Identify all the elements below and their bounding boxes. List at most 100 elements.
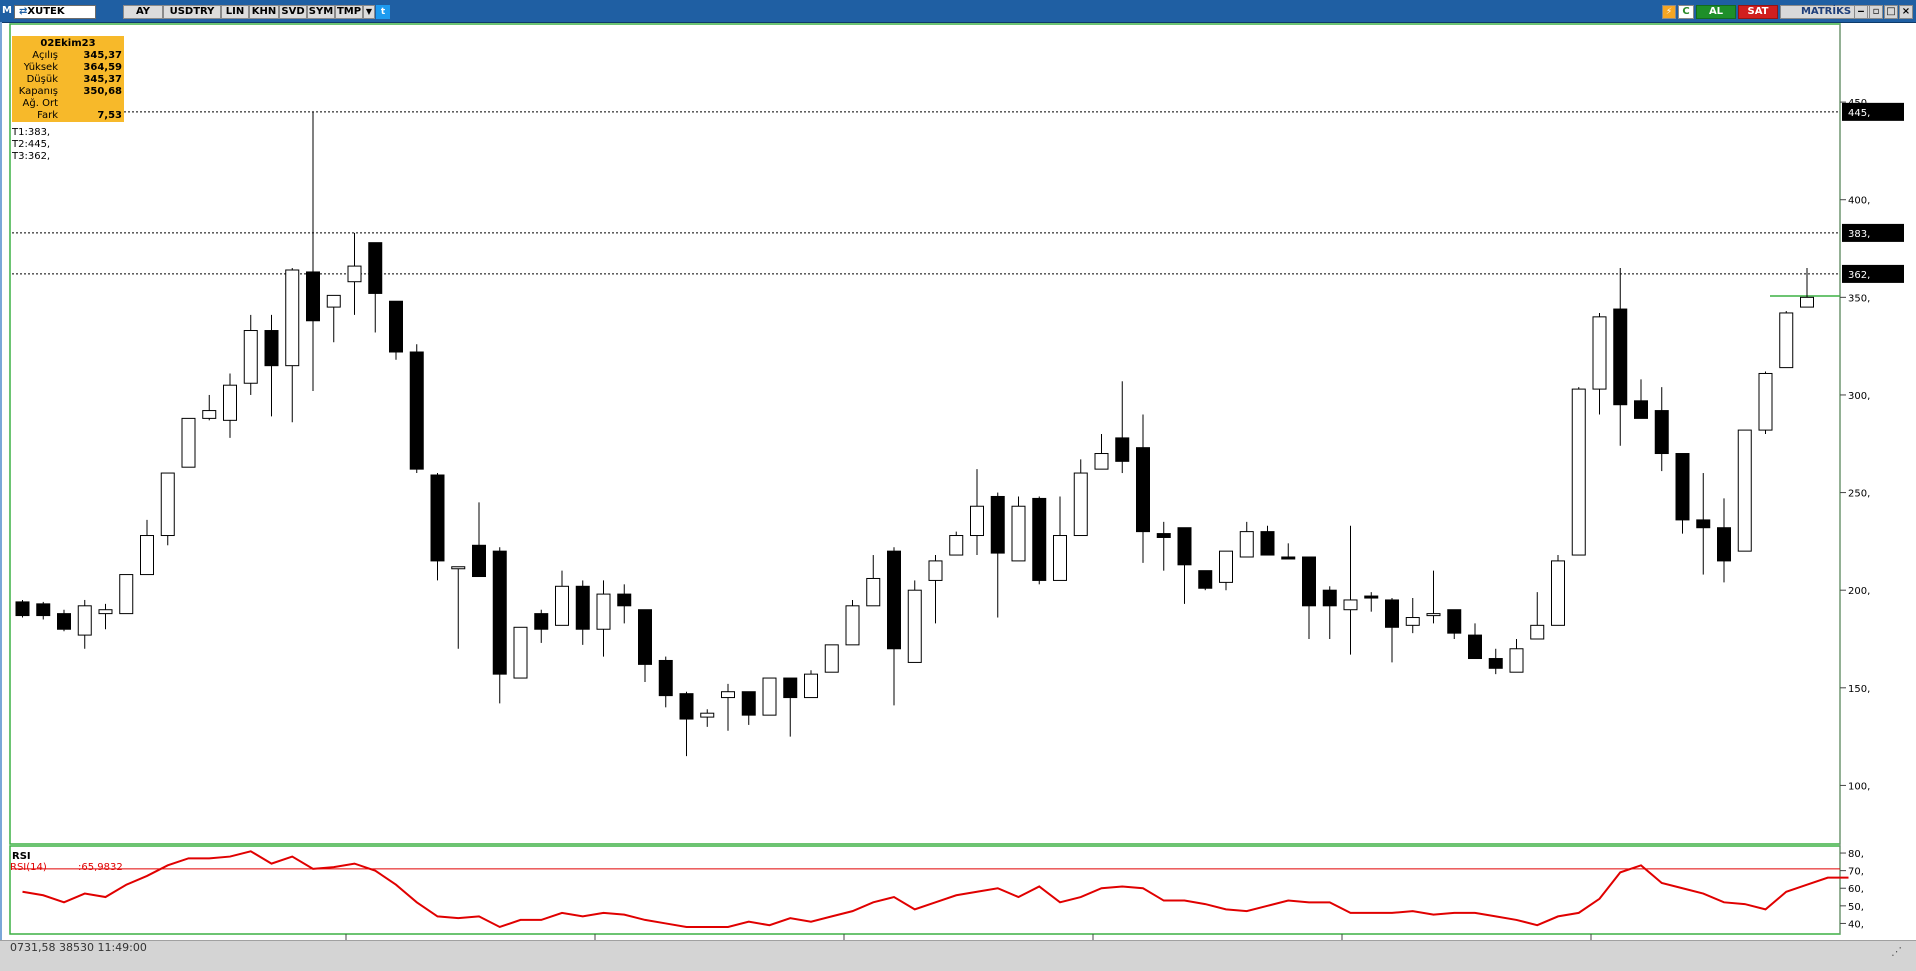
candle-up: [513, 626, 528, 679]
rsi-grid: [12, 850, 1849, 929]
dropdown-chevron-icon[interactable]: ▼: [363, 5, 375, 19]
candle-down: [430, 474, 445, 562]
twitter-icon[interactable]: t: [376, 5, 390, 19]
target-2-label: T2:445,: [11, 139, 50, 150]
candle-up: [845, 605, 860, 646]
info-low-value: 345,37: [83, 74, 122, 85]
status-bar: 0731,58 38530 11:49:00 ⋰: [0, 940, 1916, 971]
c-button[interactable]: C: [1678, 5, 1694, 19]
rsi-line: [22, 850, 1849, 929]
level-price-tag-label: 362,: [1848, 270, 1870, 281]
candle-up: [347, 265, 362, 283]
candle-up: [202, 410, 217, 419]
candle-down: [1488, 658, 1503, 669]
candle-down: [1322, 589, 1337, 607]
candle-up: [804, 673, 818, 699]
candle-down: [741, 691, 756, 716]
candle-up: [1551, 560, 1565, 626]
candle-up: [949, 535, 964, 556]
level-price-tag: [1842, 102, 1904, 121]
rsi-axis: 40, 50, 60, 70, 80,: [1840, 849, 1864, 930]
candle-down: [368, 242, 383, 294]
info-open-value: 345,37: [83, 50, 122, 61]
candle-down: [389, 300, 403, 353]
candle-down: [1654, 410, 1669, 455]
buy-button[interactable]: AL: [1696, 5, 1736, 19]
candle-down: [1260, 531, 1275, 556]
khn-button[interactable]: KHN: [249, 5, 279, 19]
candle-up: [285, 269, 300, 367]
price-tick-label: 200,: [1848, 586, 1870, 597]
candle-down: [1613, 308, 1628, 406]
candle-up: [1405, 617, 1420, 626]
rsi-tick-label: 70,: [1848, 867, 1864, 878]
sym-button[interactable]: SYM: [307, 5, 335, 19]
scale-button[interactable]: LIN: [221, 5, 249, 19]
info-close-label: Kapanış: [19, 86, 58, 97]
candle-up: [1779, 312, 1794, 369]
candle-up: [1094, 453, 1109, 470]
candle-up: [1800, 296, 1814, 308]
lightning-icon[interactable]: ⚡: [1662, 5, 1676, 19]
candle-down: [1302, 556, 1316, 607]
candle-up: [866, 577, 881, 607]
close-icon[interactable]: ×: [1899, 5, 1913, 19]
candle-up: [1239, 531, 1254, 558]
candle-up: [1530, 624, 1545, 640]
candle-up: [119, 574, 134, 615]
candle-down: [658, 659, 673, 697]
candle-down: [1717, 527, 1731, 562]
candle-up: [762, 677, 777, 716]
candle-down: [575, 585, 590, 630]
candle-up: [596, 593, 611, 630]
rsi-tick-label: 40,: [1848, 919, 1864, 930]
candle-up: [1011, 505, 1026, 562]
level-price-tag-label: 383,: [1848, 229, 1870, 240]
candle-up: [140, 535, 154, 576]
candle-up: [1219, 550, 1233, 583]
sell-button[interactable]: SAT: [1738, 5, 1778, 19]
svd-button[interactable]: SVD: [279, 5, 307, 19]
candle-down: [534, 613, 549, 630]
currency-button[interactable]: USDTRY: [163, 5, 221, 19]
info-diff-value: 7,53: [97, 110, 122, 121]
maximize-icon[interactable]: □: [1884, 5, 1898, 19]
rsi-title: RSI: [12, 851, 31, 862]
level-price-tag-label: 445,: [1848, 108, 1870, 119]
candle-down: [1634, 400, 1648, 419]
info-close-value: 350,68: [83, 86, 122, 97]
candle-up: [1343, 599, 1358, 611]
candle-down: [638, 609, 652, 665]
minimize-icon[interactable]: ‒: [1854, 5, 1868, 19]
restore-icon[interactable]: ▫: [1869, 5, 1883, 19]
candle-down: [1364, 595, 1379, 599]
candle-up: [1053, 535, 1067, 581]
level-price-tag: [1842, 223, 1904, 242]
candle-down: [1115, 437, 1130, 462]
candle-up: [1073, 472, 1088, 537]
candle-down: [1136, 447, 1150, 533]
symbol-field[interactable]: ⇄XUTEK: [14, 5, 96, 19]
menu-button[interactable]: M: [1, 5, 13, 19]
candle-up: [326, 294, 341, 308]
candle-up: [1737, 429, 1752, 552]
candle-down: [617, 593, 632, 607]
candle-up: [555, 585, 569, 626]
resize-grip-icon[interactable]: ⋰: [1891, 945, 1902, 958]
price-tick-label: 100,: [1848, 781, 1870, 792]
info-date: 02Ekim23: [40, 38, 95, 49]
candle-up: [160, 472, 175, 537]
candle-down: [990, 495, 1005, 554]
candle-down: [1198, 570, 1213, 589]
price-panel: [9, 23, 1841, 845]
rsi-tick-label: 50,: [1848, 902, 1864, 913]
candle-up: [1509, 648, 1524, 673]
template-button[interactable]: TMP: [335, 5, 363, 19]
candle-down: [1177, 527, 1192, 566]
candle-down: [472, 544, 486, 578]
level-price-tag: [1842, 264, 1904, 283]
period-button[interactable]: AY: [123, 5, 163, 19]
candle-up: [77, 605, 92, 636]
rsi-tick-label: 80,: [1848, 849, 1864, 860]
symbol-label: XUTEK: [27, 6, 65, 17]
